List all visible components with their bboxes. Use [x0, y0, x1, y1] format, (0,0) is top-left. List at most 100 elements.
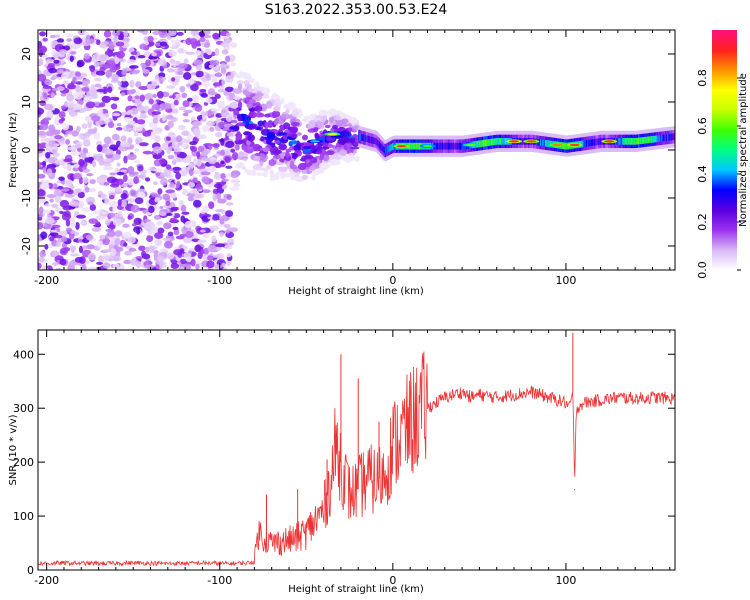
spectrogram-cell [184, 231, 194, 238]
spectrogram-cell [192, 169, 200, 175]
spectrogram-cell [193, 157, 198, 166]
spectrogram-x-ticks: -200 -100 0 100 [34, 30, 671, 287]
spectrogram-cell [242, 157, 248, 162]
spectrogram-cell [450, 142, 453, 150]
spectrogram-cell [649, 136, 652, 144]
spectrogram-cell [319, 162, 329, 170]
spectrogram-cell [182, 138, 188, 144]
spectrogram-cell [630, 138, 633, 145]
spectrogram-cell [81, 123, 88, 129]
spectrogram-cell [416, 142, 419, 150]
spectrogram-cell [91, 53, 100, 61]
spectrogram-cell [108, 194, 115, 200]
spectrogram-cell [181, 245, 188, 250]
spectrogram-cell [69, 185, 75, 190]
spectrogram-cell [234, 162, 244, 169]
spectrogram-cell [127, 95, 133, 102]
spectrogram-cell [211, 235, 217, 243]
spectrogram-cell [158, 158, 166, 165]
spectrogram-cell [176, 31, 184, 36]
spectrogram-cell [189, 78, 195, 86]
spectrogram-cell [320, 146, 330, 150]
spectrogram-cell [361, 134, 364, 141]
spectrogram-cell [49, 35, 56, 39]
spectrogram-cell [106, 60, 116, 69]
spectrogram-cell [618, 138, 621, 145]
spectrogram-cell [60, 236, 68, 243]
spectrogram-cell [246, 115, 252, 122]
spectrogram-cell [39, 182, 50, 190]
spectrogram-cell [538, 139, 541, 146]
spectrogram-cell [599, 138, 602, 145]
spectrogram-cell [81, 264, 87, 270]
spectrogram-cell [50, 229, 58, 233]
spectrogram-cell [453, 142, 456, 150]
spectrogram-cell [322, 154, 330, 162]
spectrogram-cell [65, 130, 75, 135]
spectrogram-cell [43, 117, 52, 121]
spectrogram-cell [216, 100, 225, 109]
spectrogram-cell [44, 203, 51, 207]
spectrogram-cell [152, 117, 159, 124]
spectrogram-cell [435, 142, 438, 150]
spectrogram-cell [323, 114, 328, 120]
spectrogram-cell [134, 197, 144, 205]
spectrogram-cell [89, 203, 97, 211]
spectrogram-cell [177, 75, 185, 79]
spectrogram-cell [100, 211, 107, 215]
spectrogram-cell [39, 123, 49, 131]
spectrogram-cell [342, 129, 348, 135]
spectrogram-cell [254, 152, 261, 156]
spectrogram-cell [160, 177, 168, 186]
spectrogram-cell [135, 260, 141, 269]
spectrogram-cell [289, 126, 299, 134]
spectrogram-cell [123, 30, 129, 38]
spectrogram-cell [56, 86, 65, 92]
spectrogram-cell [93, 127, 98, 134]
spectrogram-cell [76, 61, 84, 68]
spectrogram-cell [451, 142, 454, 150]
spectrogram-cell [112, 206, 117, 212]
spectrogram-cell [230, 179, 241, 184]
spectrogram-cell [38, 107, 45, 115]
spectrogram-cell [113, 34, 118, 43]
spectrogram-cell [460, 142, 463, 150]
spectrogram-cell [66, 163, 72, 171]
spectrogram-cell [111, 153, 121, 160]
spectrogram-cell [97, 54, 107, 62]
spectrogram-cell [180, 204, 187, 213]
spectrogram-cell [205, 213, 212, 218]
spectrogram-cell [632, 138, 635, 145]
spectrogram-cell [145, 246, 150, 253]
spectrogram-cell [635, 137, 638, 145]
spectrogram-cell [214, 93, 221, 99]
spectrogram-cell [182, 100, 190, 108]
spectrogram-y-tick-label: 10 [20, 95, 33, 109]
spectrogram-cell [347, 127, 353, 132]
spectrogram-cell [358, 133, 361, 140]
snr-y-tick-label: 200 [13, 456, 34, 469]
spectrogram-cell [184, 220, 194, 229]
spectrogram-cell [272, 148, 280, 156]
spectrogram-cell [127, 198, 136, 203]
spectrogram-cell [496, 138, 499, 145]
spectrogram-cell [94, 77, 102, 82]
spectrogram-cell [207, 165, 217, 172]
spectrogram-cell [367, 135, 370, 143]
spectrogram-cell [127, 109, 134, 113]
spectrogram-cell [78, 245, 84, 254]
spectrogram-cell [117, 123, 122, 127]
spectrogram-cell [502, 138, 505, 145]
spectrogram-cell [372, 137, 375, 144]
spectrogram-cell [157, 227, 165, 234]
spectrogram-cell [389, 144, 392, 152]
spectrogram-cell [544, 139, 547, 147]
spectrogram-cell [38, 161, 42, 169]
spectrogram-cell [229, 186, 240, 191]
spectrogram-cell [42, 37, 48, 42]
spectrogram-cell [146, 83, 156, 91]
spectrogram-cell [236, 133, 243, 141]
spectrogram-cell [109, 172, 117, 176]
spectrogram-cell [434, 142, 437, 150]
spectrogram-cell [452, 142, 455, 150]
